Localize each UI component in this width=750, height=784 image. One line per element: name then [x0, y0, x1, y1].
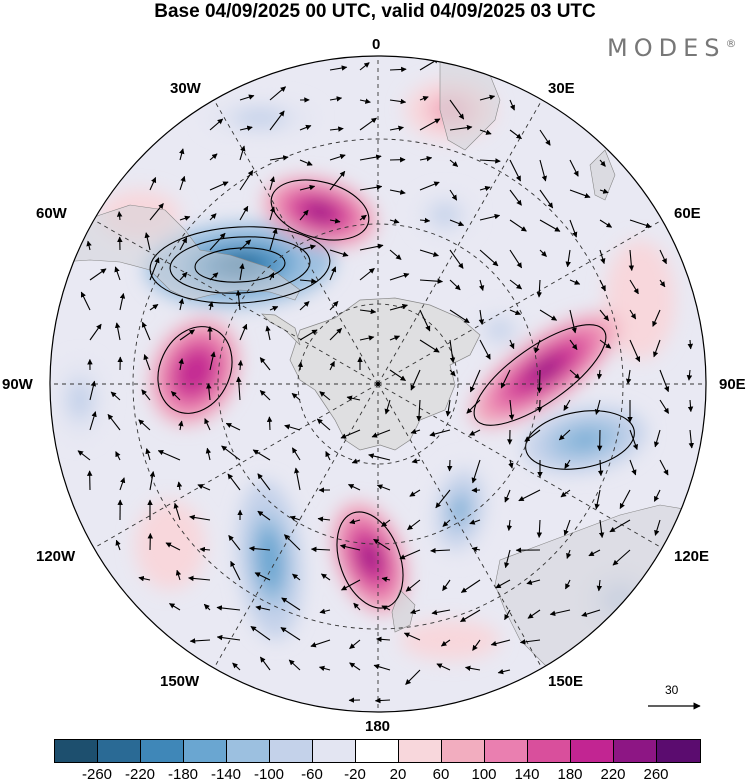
lon-label-60e: 60E — [674, 205, 701, 222]
colorbar-swatch — [528, 740, 571, 762]
colorbar-ticks: -260 -220 -180 -140 -100 -60 -20 20 60 100 140 180 2… — [54, 766, 699, 784]
lon-label-60w: 60W — [36, 205, 67, 222]
anomaly-shading — [68, 380, 93, 420]
lon-label-30e: 30E — [548, 80, 575, 97]
colorbar-tick-label: -140 — [211, 766, 241, 783]
colorbar-swatch — [657, 740, 700, 762]
anomaly-shading — [431, 204, 459, 226]
colorbar-tick-label: 180 — [557, 766, 582, 783]
wind-vector — [539, 370, 540, 393]
colorbar-swatch — [141, 740, 184, 762]
colorbar-swatch — [485, 740, 528, 762]
lon-label-180: 180 — [365, 718, 390, 735]
lon-label-30w: 30W — [170, 80, 201, 97]
colorbar-swatch — [614, 740, 657, 762]
colorbar-tick-label: -20 — [344, 766, 366, 783]
anomaly-shading — [488, 320, 513, 340]
lon-label-90e: 90E — [719, 376, 746, 393]
polar-map — [0, 0, 750, 735]
south-pole-marker — [376, 382, 380, 386]
colorbar-swatch — [313, 740, 356, 762]
lon-label-120w: 120W — [36, 548, 75, 565]
colorbar-tick-label: -60 — [301, 766, 323, 783]
colorbar-tick-label: 220 — [600, 766, 625, 783]
colorbar-tick-label: -260 — [82, 766, 112, 783]
wind-vector — [540, 400, 541, 412]
colorbar-swatch — [356, 740, 399, 762]
lon-label-150e: 150E — [548, 673, 583, 690]
colorbar-swatch — [442, 740, 485, 762]
lon-label-120e: 120E — [674, 548, 709, 565]
colorbar-tick-label: 60 — [433, 766, 450, 783]
colorbar-tick-label: -180 — [168, 766, 198, 783]
colorbar-tick-label: -220 — [125, 766, 155, 783]
colorbar-tick-label: 20 — [390, 766, 407, 783]
colorbar — [54, 739, 701, 763]
colorbar-swatch — [399, 740, 442, 762]
colorbar-swatch — [270, 740, 313, 762]
colorbar-swatch — [227, 740, 270, 762]
colorbar-swatch — [98, 740, 141, 762]
vector-scale-arrow — [640, 680, 710, 720]
lon-label-90w: 90W — [2, 376, 33, 393]
colorbar-swatch — [55, 740, 98, 762]
wind-vector — [690, 340, 691, 349]
wind-vector — [450, 460, 451, 471]
colorbar-tick-label: -100 — [254, 766, 284, 783]
colorbar-swatch — [571, 740, 614, 762]
lon-label-0: 0 — [372, 36, 380, 53]
colorbar-tick-label: 140 — [514, 766, 539, 783]
colorbar-swatch — [184, 740, 227, 762]
wind-vector — [269, 417, 270, 430]
colorbar-tick-label: 260 — [643, 766, 668, 783]
anomaly-shading — [623, 270, 658, 330]
colorbar-tick-label: 100 — [471, 766, 496, 783]
lon-label-150w: 150W — [160, 673, 199, 690]
